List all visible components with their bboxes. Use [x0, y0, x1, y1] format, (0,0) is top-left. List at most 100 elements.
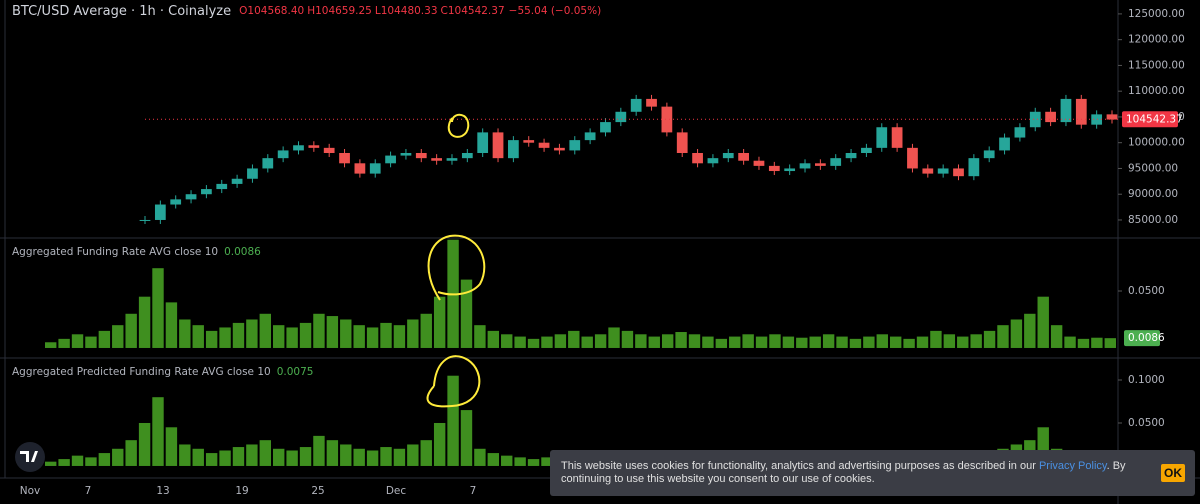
histogram-bar: [474, 325, 486, 348]
candle: [385, 155, 396, 164]
candle: [722, 153, 734, 159]
histogram-bar: [715, 338, 728, 348]
candle: [293, 145, 304, 151]
histogram-bar: [313, 435, 325, 466]
candle: [1014, 127, 1026, 138]
histogram-bar: [273, 325, 285, 348]
histogram-bar: [98, 330, 111, 348]
candle: [369, 163, 381, 174]
candle: [154, 204, 166, 220]
y-tick-label: 125000.00: [1128, 8, 1185, 20]
low: L104480.33: [375, 5, 438, 17]
y-tick-label: 115000.00: [1128, 59, 1185, 71]
histogram-bar: [1064, 336, 1076, 348]
candle: [692, 153, 703, 164]
histogram-bar: [433, 422, 446, 466]
histogram-bar: [527, 459, 540, 466]
candle: [784, 168, 796, 172]
histogram-bar: [514, 336, 526, 348]
y-tick-label: 0.0500: [1128, 285, 1165, 297]
y-tick-label: 90000.00: [1128, 188, 1178, 200]
histogram-bar: [648, 336, 660, 348]
y-tick-label: 95000.00: [1128, 162, 1178, 174]
histogram-bar: [460, 410, 473, 466]
histogram-bar: [179, 319, 191, 348]
histogram-bar: [527, 338, 540, 348]
histogram-bar: [393, 325, 406, 348]
histogram-bar: [433, 296, 446, 348]
histogram-bar: [165, 302, 178, 348]
histogram-bar: [420, 313, 432, 348]
candle: [983, 150, 995, 159]
histogram-bar: [179, 444, 191, 466]
candle: [799, 163, 811, 169]
histogram-bar: [1024, 313, 1036, 348]
symbol: BTC/USD Average · 1h · Coinalyze O104568.…: [12, 4, 601, 19]
candle: [461, 153, 473, 159]
x-tick-label: 25: [311, 485, 324, 497]
histogram-bar: [608, 327, 620, 348]
histogram-bar: [930, 330, 942, 348]
histogram-bar: [366, 450, 379, 466]
histogram-bar: [232, 322, 245, 348]
candle: [707, 158, 719, 164]
candle: [876, 127, 888, 148]
histogram-bar: [112, 448, 124, 466]
histogram-bar: [407, 319, 419, 348]
histogram-bar: [232, 447, 245, 466]
pane-title: Aggregated Funding Rate AVG close 10 0.00…: [12, 246, 261, 258]
candle: [600, 122, 611, 133]
x-tick-label: Nov: [20, 485, 41, 497]
histogram-bar: [568, 330, 580, 348]
x-tick-label: Dec: [386, 485, 407, 497]
histogram-bar: [45, 461, 57, 466]
histogram-bar: [822, 334, 835, 348]
histogram-bar: [916, 336, 929, 348]
annotation-circle: [447, 113, 470, 138]
candle: [231, 178, 243, 184]
cookie-banner: This website uses cookies for functional…: [550, 450, 1195, 496]
histogram-bar: [152, 268, 164, 348]
histogram-bar: [246, 319, 258, 348]
y-tick-label: 100000.00: [1128, 137, 1185, 149]
candle: [830, 158, 842, 166]
candle: [170, 199, 182, 205]
histogram-bar: [353, 448, 365, 466]
candle: [738, 153, 749, 161]
histogram-bar: [45, 342, 57, 348]
histogram-bar: [85, 336, 97, 348]
histogram-bar: [1091, 337, 1103, 348]
candle: [1060, 98, 1072, 123]
histogram-bar: [688, 334, 701, 348]
histogram-bar: [447, 375, 459, 466]
histogram-bar: [299, 322, 312, 348]
candle: [523, 140, 535, 143]
tradingview-logo[interactable]: [15, 442, 45, 472]
histogram-bar: [487, 330, 500, 348]
funding-current: 0.0086: [224, 246, 261, 258]
candle: [201, 189, 212, 195]
annotations: [426, 113, 486, 408]
histogram-bar: [742, 334, 754, 348]
histogram-bar: [729, 336, 741, 348]
candle: [354, 163, 366, 174]
candle: [323, 147, 335, 153]
candle: [953, 168, 964, 177]
x-tick-label: 19: [235, 485, 248, 497]
histogram-bar: [809, 336, 821, 348]
privacy-link[interactable]: Privacy Policy: [1038, 460, 1107, 472]
candle: [538, 142, 550, 148]
histogram-bar: [554, 334, 567, 348]
candle: [1091, 114, 1103, 125]
histogram-bar: [205, 453, 218, 466]
x-tick-label: 13: [156, 485, 169, 497]
ok-button[interactable]: OK: [1161, 464, 1185, 482]
histogram-bar: [273, 448, 285, 466]
histogram-bar: [487, 453, 500, 466]
histogram-bar: [983, 330, 996, 348]
histogram-bar: [957, 336, 969, 348]
histogram-bar: [621, 330, 634, 348]
histogram-bar: [366, 327, 379, 348]
high: H104659.25: [307, 5, 372, 17]
